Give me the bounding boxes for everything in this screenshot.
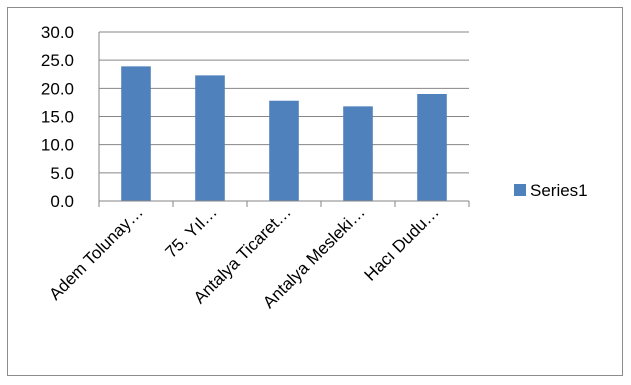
y-axis-ticks: 0.0 5.0 10.0 15.0 20.0 25.0 30.0 bbox=[41, 23, 74, 211]
y-tick-label: 10.0 bbox=[41, 136, 74, 155]
bar bbox=[195, 75, 225, 201]
y-tick-label: 15.0 bbox=[41, 108, 74, 127]
y-tick-label: 5.0 bbox=[50, 164, 74, 183]
gridlines bbox=[99, 31, 469, 174]
y-tick-label: 25.0 bbox=[41, 51, 74, 70]
x-tick-label: 75. Yıl… bbox=[162, 202, 221, 261]
legend-label-series1: Series1 bbox=[530, 181, 588, 200]
y-tick-label: 20.0 bbox=[41, 79, 74, 98]
bar bbox=[343, 106, 373, 201]
y-tick-label: 0.0 bbox=[50, 192, 74, 211]
bar bbox=[417, 93, 447, 201]
bar bbox=[121, 66, 151, 201]
bars bbox=[121, 66, 447, 201]
legend: Series1 bbox=[514, 181, 588, 200]
x-axis-labels: Adem Tolunay… 75. Yıl…Antalya Ticaret…Ant… bbox=[45, 202, 442, 312]
x-axis bbox=[98, 32, 470, 207]
legend-swatch-series1 bbox=[514, 184, 526, 196]
bar bbox=[269, 100, 299, 201]
x-tick-label: Hacı Dudu… bbox=[361, 202, 443, 284]
x-tick-label: Adem Tolunay… bbox=[45, 202, 146, 303]
y-tick-label: 30.0 bbox=[41, 23, 74, 42]
